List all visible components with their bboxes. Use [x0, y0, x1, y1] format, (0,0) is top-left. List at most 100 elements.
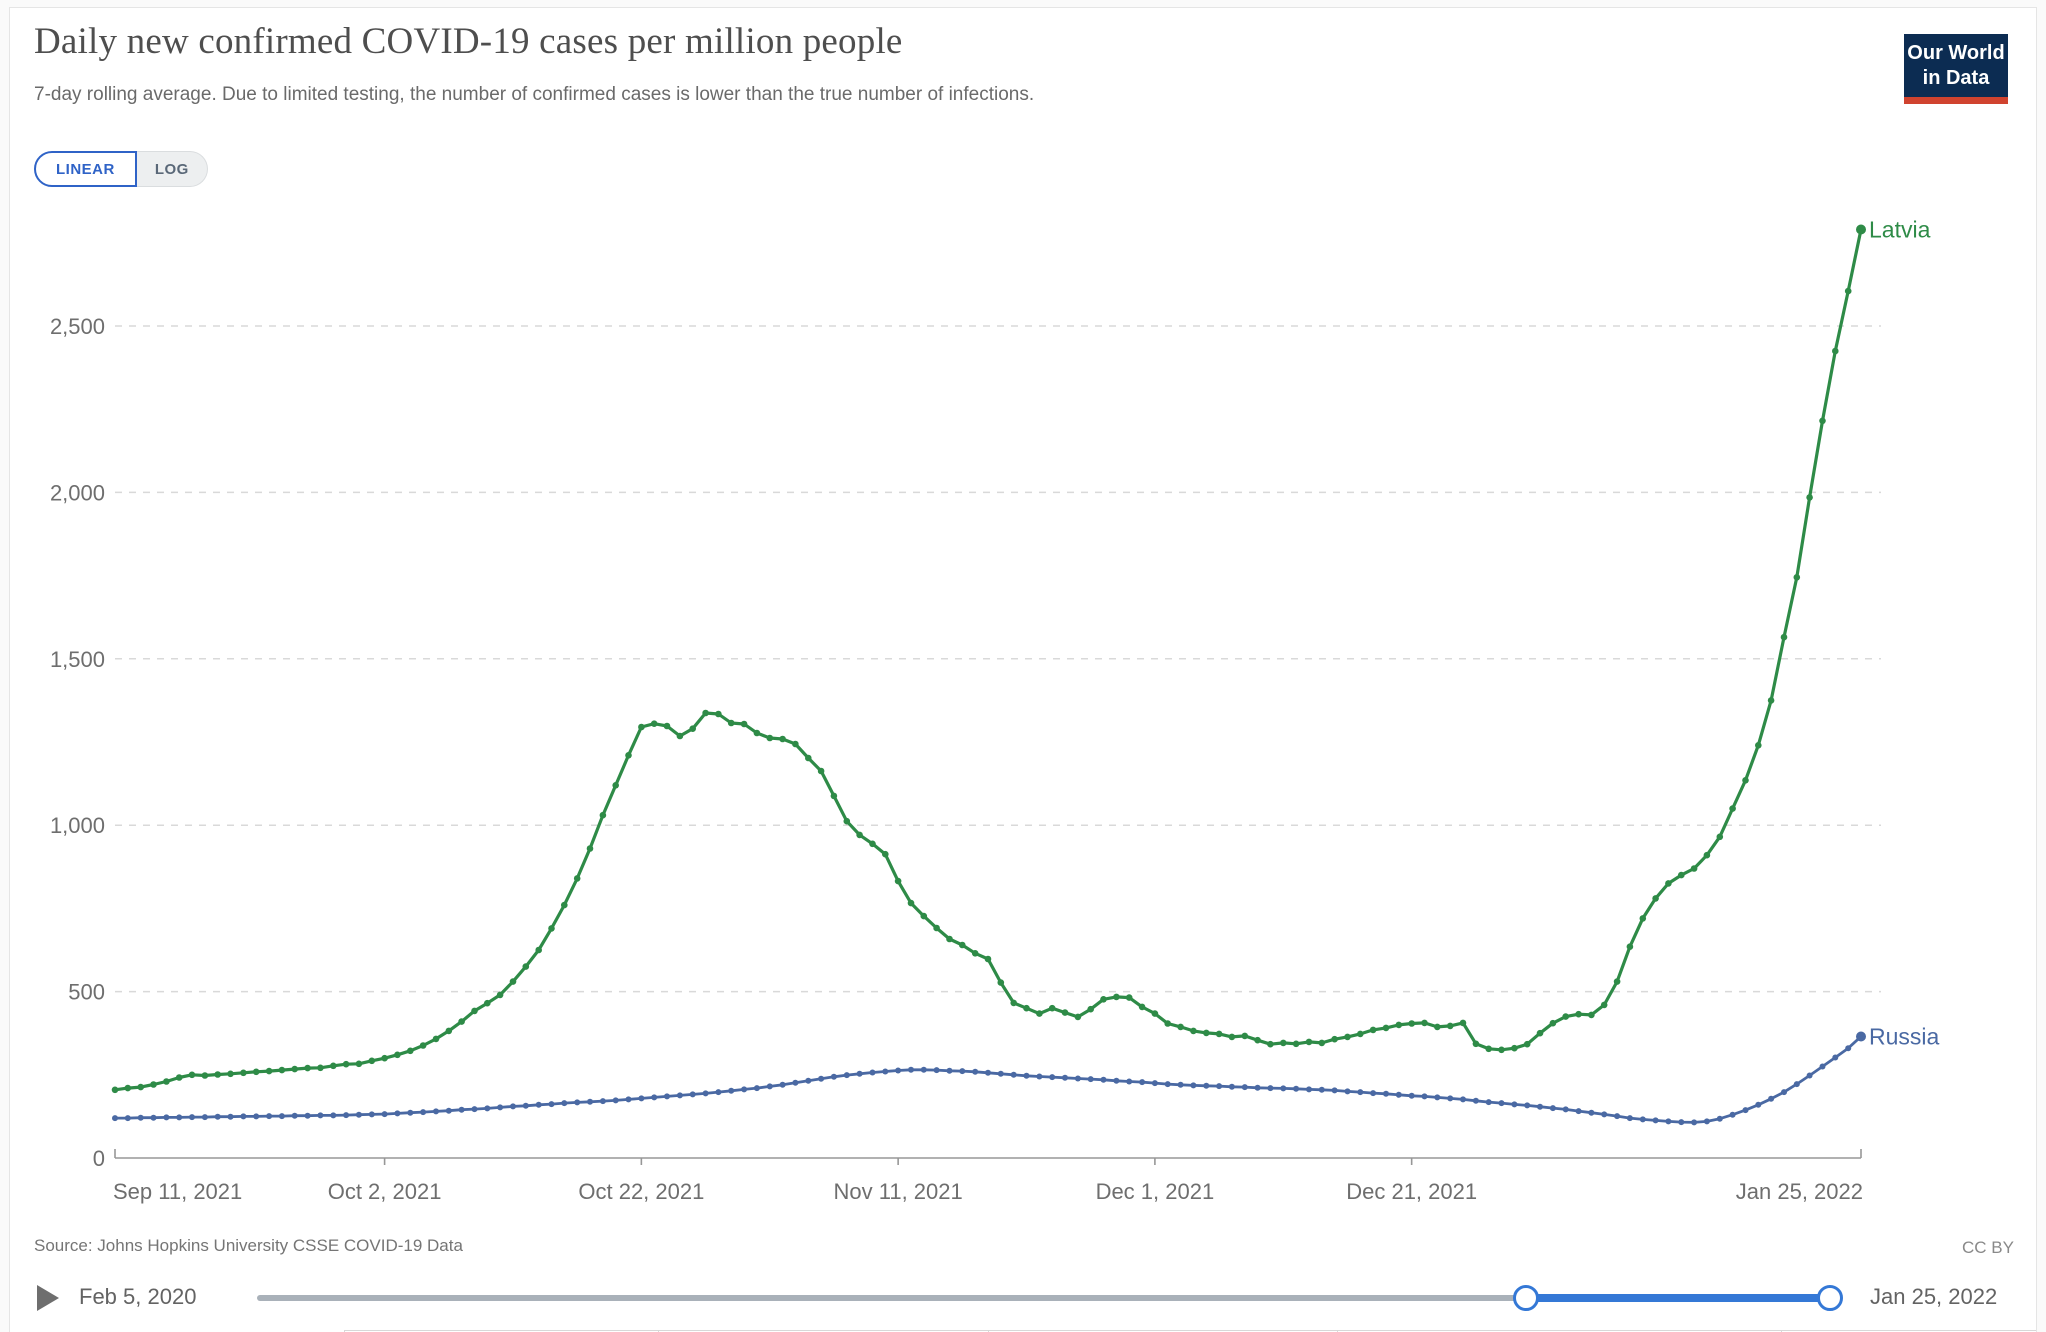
data-point [342, 1060, 350, 1068]
data-point [1665, 1118, 1672, 1125]
data-point [651, 1094, 658, 1101]
data-point [1370, 1090, 1377, 1097]
data-point [1408, 1020, 1415, 1027]
data-point [1613, 978, 1621, 985]
data-point [458, 1018, 465, 1025]
data-point [1344, 1088, 1351, 1095]
linear-button[interactable]: LINEAR [34, 151, 137, 187]
data-point [1691, 1119, 1698, 1126]
timeline-end-date: Jan 25, 2022 [1870, 1284, 1998, 1309]
data-point [895, 1067, 902, 1074]
data-point [1678, 1119, 1685, 1126]
data-point [163, 1078, 170, 1085]
data-point [445, 1107, 452, 1114]
y-tick-0: 0 [93, 1146, 105, 1171]
x-tick-Oct-22-2021: Oct 22, 2021 [578, 1179, 704, 1204]
data-point [856, 831, 863, 839]
data-point [522, 1102, 529, 1109]
data-point [1524, 1102, 1531, 1109]
chart-canvas[interactable]: 0 500 1,000 1,500 2,000 2,500 Sep 11, 2021 Oct … [10, 8, 2038, 1228]
data-point [946, 1067, 953, 1074]
source-text: Source: Johns Hopkins University CSSE CO… [34, 1236, 463, 1255]
series-line-russia [113, 1035, 1863, 1124]
play-button[interactable] [32, 1283, 62, 1313]
data-point [535, 1101, 542, 1108]
data-point [214, 1113, 221, 1120]
data-point [291, 1112, 298, 1119]
data-point [702, 1090, 709, 1097]
timeline-track[interactable] [257, 1285, 1843, 1311]
data-point [1652, 1117, 1659, 1124]
data-point [1292, 1040, 1300, 1048]
data-point [1139, 1079, 1146, 1086]
data-point [1575, 1108, 1582, 1115]
data-point [1164, 1081, 1171, 1088]
data-point [522, 963, 530, 970]
data-point [188, 1071, 196, 1079]
data-point [201, 1072, 209, 1079]
data-point [278, 1066, 286, 1074]
data-point [1010, 1071, 1017, 1078]
data-point [1036, 1010, 1043, 1017]
y-tick-500: 500 [68, 980, 105, 1005]
owid-logo[interactable]: Our World in Data [1904, 34, 2008, 104]
owid-logo-line2: in Data [1922, 67, 1990, 89]
data-point [1203, 1082, 1210, 1089]
data-point [1344, 1033, 1351, 1041]
data-point [1190, 1027, 1197, 1035]
data-point [740, 720, 748, 728]
y-tick-1,500: 1,500 [50, 647, 105, 672]
data-point [1652, 895, 1659, 902]
data-point [1549, 1019, 1557, 1027]
data-point [124, 1084, 132, 1092]
data-point [150, 1081, 157, 1088]
data-point [997, 979, 1005, 986]
series-latvia: Latvia [111, 216, 1931, 1094]
owid-logo-line1: Our World [1907, 42, 2005, 64]
data-point [689, 1091, 696, 1098]
data-point [1703, 1118, 1710, 1125]
data-point [1023, 1004, 1030, 1012]
data-point [676, 1092, 683, 1099]
data-point [972, 1068, 979, 1075]
data-point [432, 1035, 440, 1043]
data-point [1549, 1105, 1556, 1112]
data-point [715, 710, 722, 718]
data-point [907, 899, 915, 907]
timeline-start-handle[interactable] [1513, 1285, 1540, 1311]
data-point [1845, 1045, 1852, 1052]
data-point [792, 740, 799, 748]
data-point [586, 845, 594, 852]
data-point [1665, 880, 1672, 887]
data-point [163, 1114, 170, 1121]
data-point [1421, 1019, 1428, 1027]
data-point [908, 1066, 914, 1073]
data-point [830, 792, 838, 800]
data-point [984, 955, 992, 963]
timeline-selected-range[interactable] [1526, 1294, 1830, 1302]
data-point [1241, 1084, 1248, 1091]
data-point [1357, 1030, 1364, 1038]
data-point [882, 1068, 889, 1075]
log-button[interactable]: LOG [136, 151, 208, 187]
data-point [509, 978, 517, 985]
data-point [920, 912, 928, 920]
data-point [1742, 777, 1749, 784]
data-point [587, 1098, 593, 1105]
data-point [304, 1064, 311, 1072]
data-point [638, 1095, 645, 1102]
data-point [573, 875, 581, 882]
data-point [1575, 1010, 1582, 1018]
x-tick-Dec-21-2021: Dec 21, 2021 [1346, 1179, 1477, 1204]
data-point [1306, 1086, 1312, 1093]
license-link[interactable]: CC BY [1962, 1238, 2014, 1257]
data-point [792, 1079, 799, 1086]
timeline-end-handle[interactable] [1817, 1285, 1843, 1311]
data-point [753, 1085, 760, 1092]
data-point [869, 1069, 876, 1076]
data-point [317, 1112, 324, 1119]
x-tick-Dec-1-2021: Dec 1, 2021 [1096, 1179, 1215, 1204]
data-point [946, 935, 953, 943]
data-point [124, 1115, 131, 1122]
data-point [1678, 871, 1685, 879]
